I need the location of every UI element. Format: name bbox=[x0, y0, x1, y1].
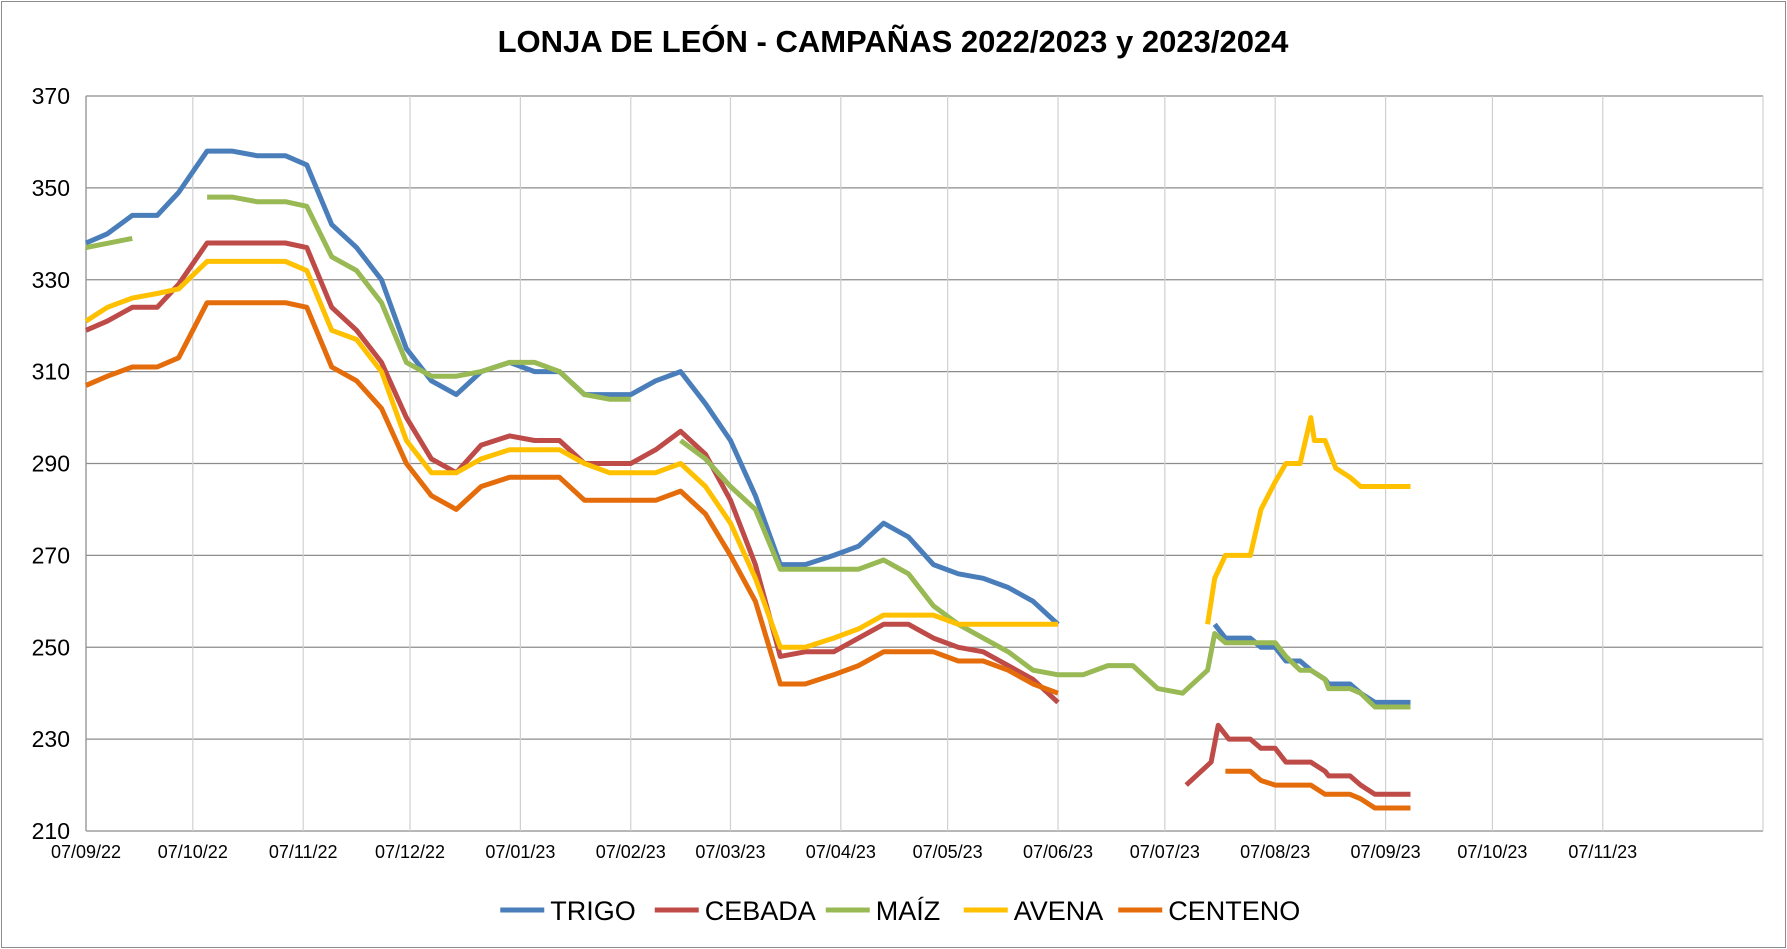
y-tick-label: 210 bbox=[32, 818, 70, 844]
x-tick-label: 07/08/23 bbox=[1240, 842, 1310, 862]
series-line-cebada bbox=[85, 240, 1060, 705]
y-tick-label: 310 bbox=[32, 359, 70, 385]
x-tick-label: 07/06/23 bbox=[1023, 842, 1093, 862]
legend-label-centeno: CENTENO bbox=[1168, 896, 1300, 926]
x-tick-label: 07/11/22 bbox=[269, 842, 338, 862]
legend: TRIGO CEBADA MAÍZ AVENA CENTENO bbox=[500, 896, 1300, 926]
y-tick-label: 330 bbox=[32, 267, 70, 293]
chart-title: LONJA DE LEÓN - CAMPAÑAS 2022/2023 y 202… bbox=[498, 23, 1290, 59]
x-tick-label: 07/02/23 bbox=[596, 842, 666, 862]
x-tick-label: 07/10/22 bbox=[158, 842, 228, 862]
series-lines bbox=[84, 148, 1411, 811]
x-tick-label: 07/09/22 bbox=[51, 842, 121, 862]
x-tick-label: 07/10/23 bbox=[1457, 842, 1527, 862]
x-tick-label: 07/04/23 bbox=[806, 842, 876, 862]
x-tick-label: 07/09/23 bbox=[1351, 842, 1421, 862]
series-line-avena bbox=[1205, 415, 1411, 625]
legend-label-avena: AVENA bbox=[1014, 896, 1104, 926]
x-tick-label: 07/01/23 bbox=[485, 842, 555, 862]
gridlines bbox=[85, 95, 1764, 832]
x-tick-label: 07/05/23 bbox=[913, 842, 983, 862]
series-line-maiz bbox=[207, 194, 631, 402]
series-line-centeno bbox=[1225, 768, 1411, 811]
x-tick-label: 07/03/23 bbox=[695, 842, 765, 862]
series-line-cebada bbox=[1184, 722, 1411, 797]
series-line-maiz bbox=[679, 438, 1411, 710]
legend-label-cebada: CEBADA bbox=[705, 896, 816, 926]
x-tick-label: 07/07/23 bbox=[1130, 842, 1200, 862]
y-axis-tick-labels: 210 230 250 270 290 310 330 350 370 bbox=[32, 83, 70, 844]
y-tick-label: 290 bbox=[32, 451, 70, 477]
x-axis-tick-labels: 07/09/22 07/10/22 07/11/22 07/12/22 07/01/23… bbox=[51, 842, 1637, 862]
series-line-trigo bbox=[1212, 622, 1411, 705]
y-tick-label: 250 bbox=[32, 634, 70, 660]
series-line-trigo bbox=[85, 148, 1060, 627]
x-tick-label: 07/12/22 bbox=[375, 842, 445, 862]
series-line-centeno bbox=[85, 300, 1059, 696]
y-tick-label: 370 bbox=[32, 83, 70, 109]
legend-label-trigo: TRIGO bbox=[550, 896, 636, 926]
y-tick-label: 230 bbox=[32, 726, 70, 752]
y-tick-label: 350 bbox=[32, 175, 70, 201]
series-line-avena bbox=[84, 258, 1058, 650]
series-line-maiz bbox=[85, 235, 133, 251]
y-tick-label: 270 bbox=[32, 542, 70, 568]
x-tick-label: 07/11/23 bbox=[1568, 842, 1637, 862]
legend-label-maiz: MAÍZ bbox=[876, 896, 941, 926]
